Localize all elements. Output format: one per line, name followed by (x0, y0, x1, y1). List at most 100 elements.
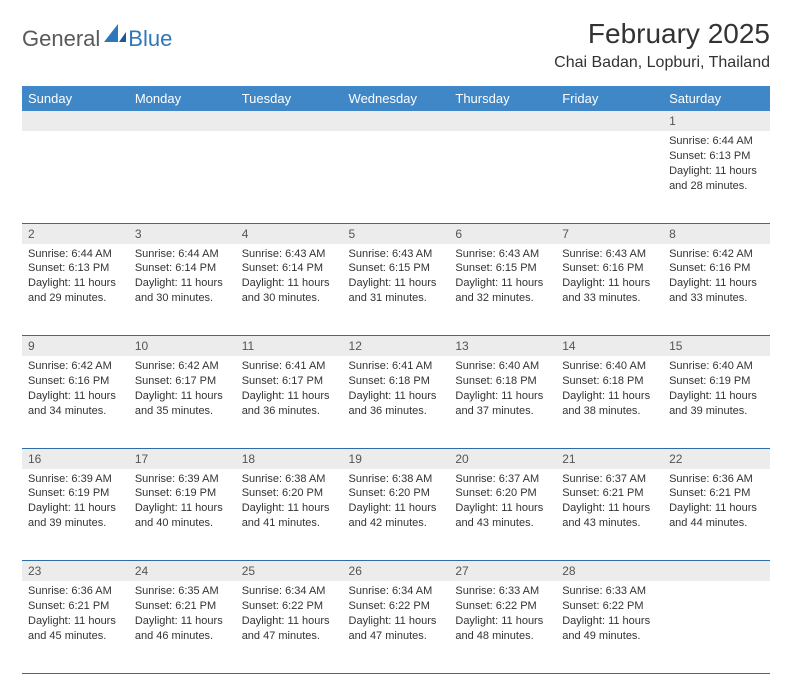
week-row: Sunrise: 6:36 AMSunset: 6:21 PMDaylight:… (22, 581, 770, 673)
daylight-text: Daylight: 11 hours and 36 minutes. (349, 389, 444, 419)
sunset-text: Sunset: 6:13 PM (669, 149, 764, 164)
day-number: 19 (343, 449, 450, 469)
sunset-text: Sunset: 6:17 PM (242, 374, 337, 389)
sunset-text: Sunset: 6:20 PM (242, 486, 337, 501)
day-number: 9 (22, 336, 129, 356)
daylight-text: Daylight: 11 hours and 43 minutes. (562, 501, 657, 531)
daylight-text: Daylight: 11 hours and 40 minutes. (135, 501, 230, 531)
day-details: Sunrise: 6:44 AMSunset: 6:13 PMDaylight:… (22, 244, 129, 312)
day-number: 26 (343, 561, 450, 581)
daylight-text: Daylight: 11 hours and 38 minutes. (562, 389, 657, 419)
daynum-row: 9101112131415 (22, 336, 770, 357)
sunset-text: Sunset: 6:22 PM (455, 599, 550, 614)
day-number: 5 (343, 224, 450, 244)
daynum-cell: 22 (663, 448, 770, 469)
sunset-text: Sunset: 6:19 PM (28, 486, 123, 501)
weekday-header: Wednesday (343, 86, 450, 111)
daynum-cell (449, 111, 556, 131)
daynum-cell: 16 (22, 448, 129, 469)
sunset-text: Sunset: 6:21 PM (562, 486, 657, 501)
sunrise-text: Sunrise: 6:37 AM (455, 472, 550, 487)
day-number (449, 111, 556, 131)
day-details: Sunrise: 6:41 AMSunset: 6:17 PMDaylight:… (236, 356, 343, 424)
daylight-text: Daylight: 11 hours and 33 minutes. (562, 276, 657, 306)
day-cell (663, 581, 770, 673)
sunset-text: Sunset: 6:16 PM (28, 374, 123, 389)
day-cell (556, 131, 663, 223)
day-cell: Sunrise: 6:33 AMSunset: 6:22 PMDaylight:… (449, 581, 556, 673)
day-number: 7 (556, 224, 663, 244)
title-block: February 2025 Chai Badan, Lopburi, Thail… (554, 18, 770, 72)
daynum-cell: 14 (556, 336, 663, 357)
day-cell: Sunrise: 6:33 AMSunset: 6:22 PMDaylight:… (556, 581, 663, 673)
day-number: 16 (22, 449, 129, 469)
sunset-text: Sunset: 6:13 PM (28, 261, 123, 276)
day-details: Sunrise: 6:38 AMSunset: 6:20 PMDaylight:… (236, 469, 343, 537)
sunrise-text: Sunrise: 6:38 AM (349, 472, 444, 487)
sunset-text: Sunset: 6:20 PM (349, 486, 444, 501)
day-cell: Sunrise: 6:37 AMSunset: 6:21 PMDaylight:… (556, 469, 663, 561)
day-details: Sunrise: 6:38 AMSunset: 6:20 PMDaylight:… (343, 469, 450, 537)
daynum-cell (556, 111, 663, 131)
day-details: Sunrise: 6:34 AMSunset: 6:22 PMDaylight:… (343, 581, 450, 649)
calendar-head: SundayMondayTuesdayWednesdayThursdayFrid… (22, 86, 770, 111)
daylight-text: Daylight: 11 hours and 37 minutes. (455, 389, 550, 419)
sunrise-text: Sunrise: 6:44 AM (135, 247, 230, 262)
daynum-cell: 17 (129, 448, 236, 469)
daylight-text: Daylight: 11 hours and 48 minutes. (455, 614, 550, 644)
day-number: 28 (556, 561, 663, 581)
day-cell: Sunrise: 6:42 AMSunset: 6:16 PMDaylight:… (663, 244, 770, 336)
day-details: Sunrise: 6:40 AMSunset: 6:19 PMDaylight:… (663, 356, 770, 424)
day-cell: Sunrise: 6:42 AMSunset: 6:16 PMDaylight:… (22, 356, 129, 448)
day-cell: Sunrise: 6:44 AMSunset: 6:13 PMDaylight:… (22, 244, 129, 336)
daynum-row: 16171819202122 (22, 448, 770, 469)
day-number: 4 (236, 224, 343, 244)
day-number (343, 111, 450, 131)
daylight-text: Daylight: 11 hours and 39 minutes. (669, 389, 764, 419)
day-details: Sunrise: 6:41 AMSunset: 6:18 PMDaylight:… (343, 356, 450, 424)
week-row: Sunrise: 6:42 AMSunset: 6:16 PMDaylight:… (22, 356, 770, 448)
day-cell: Sunrise: 6:35 AMSunset: 6:21 PMDaylight:… (129, 581, 236, 673)
sunrise-text: Sunrise: 6:43 AM (242, 247, 337, 262)
sunrise-text: Sunrise: 6:34 AM (242, 584, 337, 599)
daynum-cell: 6 (449, 223, 556, 244)
day-details: Sunrise: 6:37 AMSunset: 6:20 PMDaylight:… (449, 469, 556, 537)
day-details: Sunrise: 6:40 AMSunset: 6:18 PMDaylight:… (449, 356, 556, 424)
daylight-text: Daylight: 11 hours and 39 minutes. (28, 501, 123, 531)
day-details: Sunrise: 6:36 AMSunset: 6:21 PMDaylight:… (663, 469, 770, 537)
day-number: 27 (449, 561, 556, 581)
daynum-cell: 15 (663, 336, 770, 357)
week-row: Sunrise: 6:44 AMSunset: 6:13 PMDaylight:… (22, 131, 770, 223)
sunset-text: Sunset: 6:18 PM (562, 374, 657, 389)
daynum-cell: 23 (22, 561, 129, 582)
sunrise-text: Sunrise: 6:35 AM (135, 584, 230, 599)
daylight-text: Daylight: 11 hours and 35 minutes. (135, 389, 230, 419)
daynum-row: 232425262728 (22, 561, 770, 582)
day-cell: Sunrise: 6:43 AMSunset: 6:15 PMDaylight:… (343, 244, 450, 336)
day-number: 18 (236, 449, 343, 469)
weekday-header: Tuesday (236, 86, 343, 111)
sunset-text: Sunset: 6:21 PM (135, 599, 230, 614)
daylight-text: Daylight: 11 hours and 49 minutes. (562, 614, 657, 644)
daynum-cell: 11 (236, 336, 343, 357)
day-number: 11 (236, 336, 343, 356)
daynum-cell: 12 (343, 336, 450, 357)
calendar-body: 1Sunrise: 6:44 AMSunset: 6:13 PMDaylight… (22, 111, 770, 673)
sunrise-text: Sunrise: 6:40 AM (669, 359, 764, 374)
sunset-text: Sunset: 6:16 PM (562, 261, 657, 276)
daynum-cell: 28 (556, 561, 663, 582)
day-cell: Sunrise: 6:34 AMSunset: 6:22 PMDaylight:… (343, 581, 450, 673)
sunrise-text: Sunrise: 6:37 AM (562, 472, 657, 487)
day-details: Sunrise: 6:37 AMSunset: 6:21 PMDaylight:… (556, 469, 663, 537)
day-details: Sunrise: 6:43 AMSunset: 6:14 PMDaylight:… (236, 244, 343, 312)
day-details: Sunrise: 6:42 AMSunset: 6:16 PMDaylight:… (22, 356, 129, 424)
daylight-text: Daylight: 11 hours and 47 minutes. (242, 614, 337, 644)
weekday-header: Friday (556, 86, 663, 111)
day-number: 24 (129, 561, 236, 581)
sunrise-text: Sunrise: 6:38 AM (242, 472, 337, 487)
daynum-row: 2345678 (22, 223, 770, 244)
daylight-text: Daylight: 11 hours and 46 minutes. (135, 614, 230, 644)
daynum-cell: 25 (236, 561, 343, 582)
calendar-page: General Blue February 2025 Chai Badan, L… (0, 0, 792, 684)
day-cell: Sunrise: 6:41 AMSunset: 6:17 PMDaylight:… (236, 356, 343, 448)
